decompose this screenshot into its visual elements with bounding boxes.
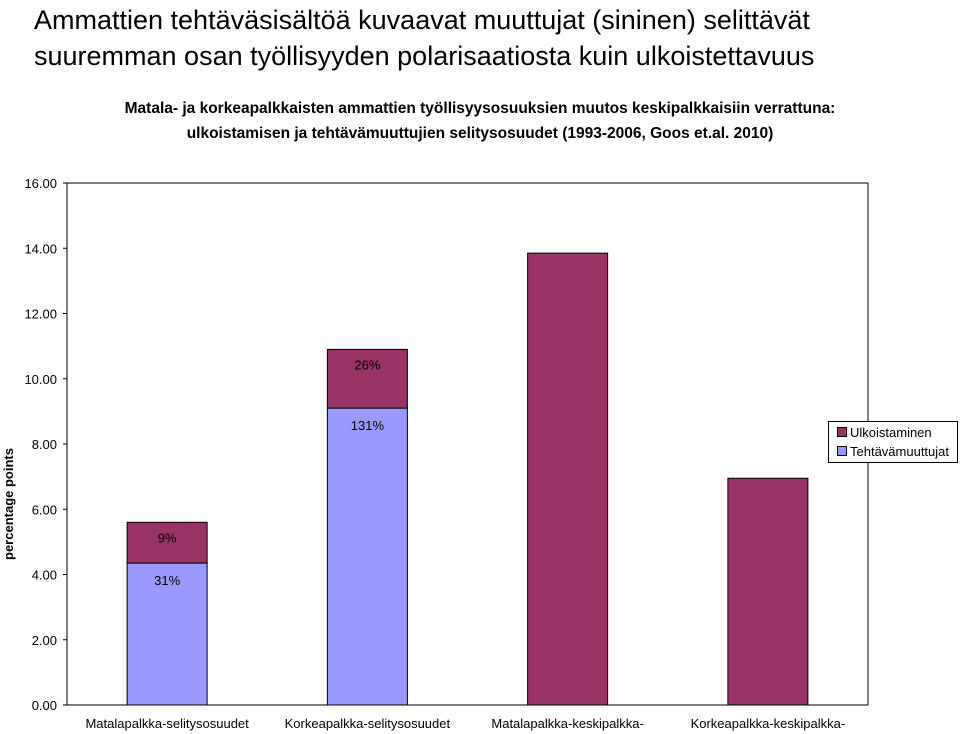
slide-title: Ammattien tehtäväsisältöä kuvaavat muutt… [34,2,954,74]
bar-data-label: 26% [354,357,380,372]
y-tick-label: 6.00 [32,502,57,517]
bar-ulkoistaminen [527,252,609,706]
bar-ulkoistaminen [126,521,208,564]
slide-title-line-1: Ammattien tehtäväsisältöä kuvaavat muutt… [34,5,810,35]
y-tick-label: 16.00 [24,176,57,191]
y-axis-label: percentage points [1,448,16,560]
y-tick-label: 12.00 [24,307,57,322]
bar-data-label: 31% [154,573,180,588]
legend-label-tehtavamuuttujat: Tehtävämuuttujat [850,444,950,459]
bar-ulkoistaminen [727,477,809,706]
chart-subtitle: Matala- ja korkeapalkkaisten ammattien t… [60,96,900,146]
x-category-label: Matalapalkka-keskipalkka- [491,716,643,731]
y-tick-label: 8.00 [32,437,57,452]
x-category-label: Korkeapalkka-keskipalkka- [691,716,846,731]
legend: Ulkoistaminen Tehtävämuuttujat [828,421,958,463]
legend-swatch-ulkoistaminen [837,427,847,437]
legend-item-tehtavamuuttujat: Tehtävämuuttujat [837,444,949,460]
y-tick-label: 10.00 [24,372,57,387]
y-tick-label: 0.00 [32,698,57,713]
chart-subtitle-line-1: Matala- ja korkeapalkkaisten ammattien t… [124,100,836,117]
y-tick-label: 4.00 [32,568,57,583]
bar-ulkoistaminen [326,348,408,409]
bar-data-label: 131% [351,418,385,433]
y-tick-label: 14.00 [24,241,57,256]
chart-subtitle-line-2: ulkoistamisen ja tehtävämuuttujien selit… [186,125,774,142]
bar-tehtavamuuttujat [326,407,408,706]
legend-swatch-tehtavamuuttujat [837,446,847,456]
x-category-label: Korkeapalkka-selitysosuudet [285,716,451,731]
x-category-label: Matalapalkka-selitysosuudet [85,716,249,731]
y-tick-label: 2.00 [32,633,57,648]
bar-data-label: 9% [158,530,177,545]
legend-label-ulkoistaminen: Ulkoistaminen [850,425,932,440]
legend-item-ulkoistaminen: Ulkoistaminen [837,425,932,441]
slide-title-line-2: suuremman osan työllisyyden polarisaatio… [34,41,815,71]
